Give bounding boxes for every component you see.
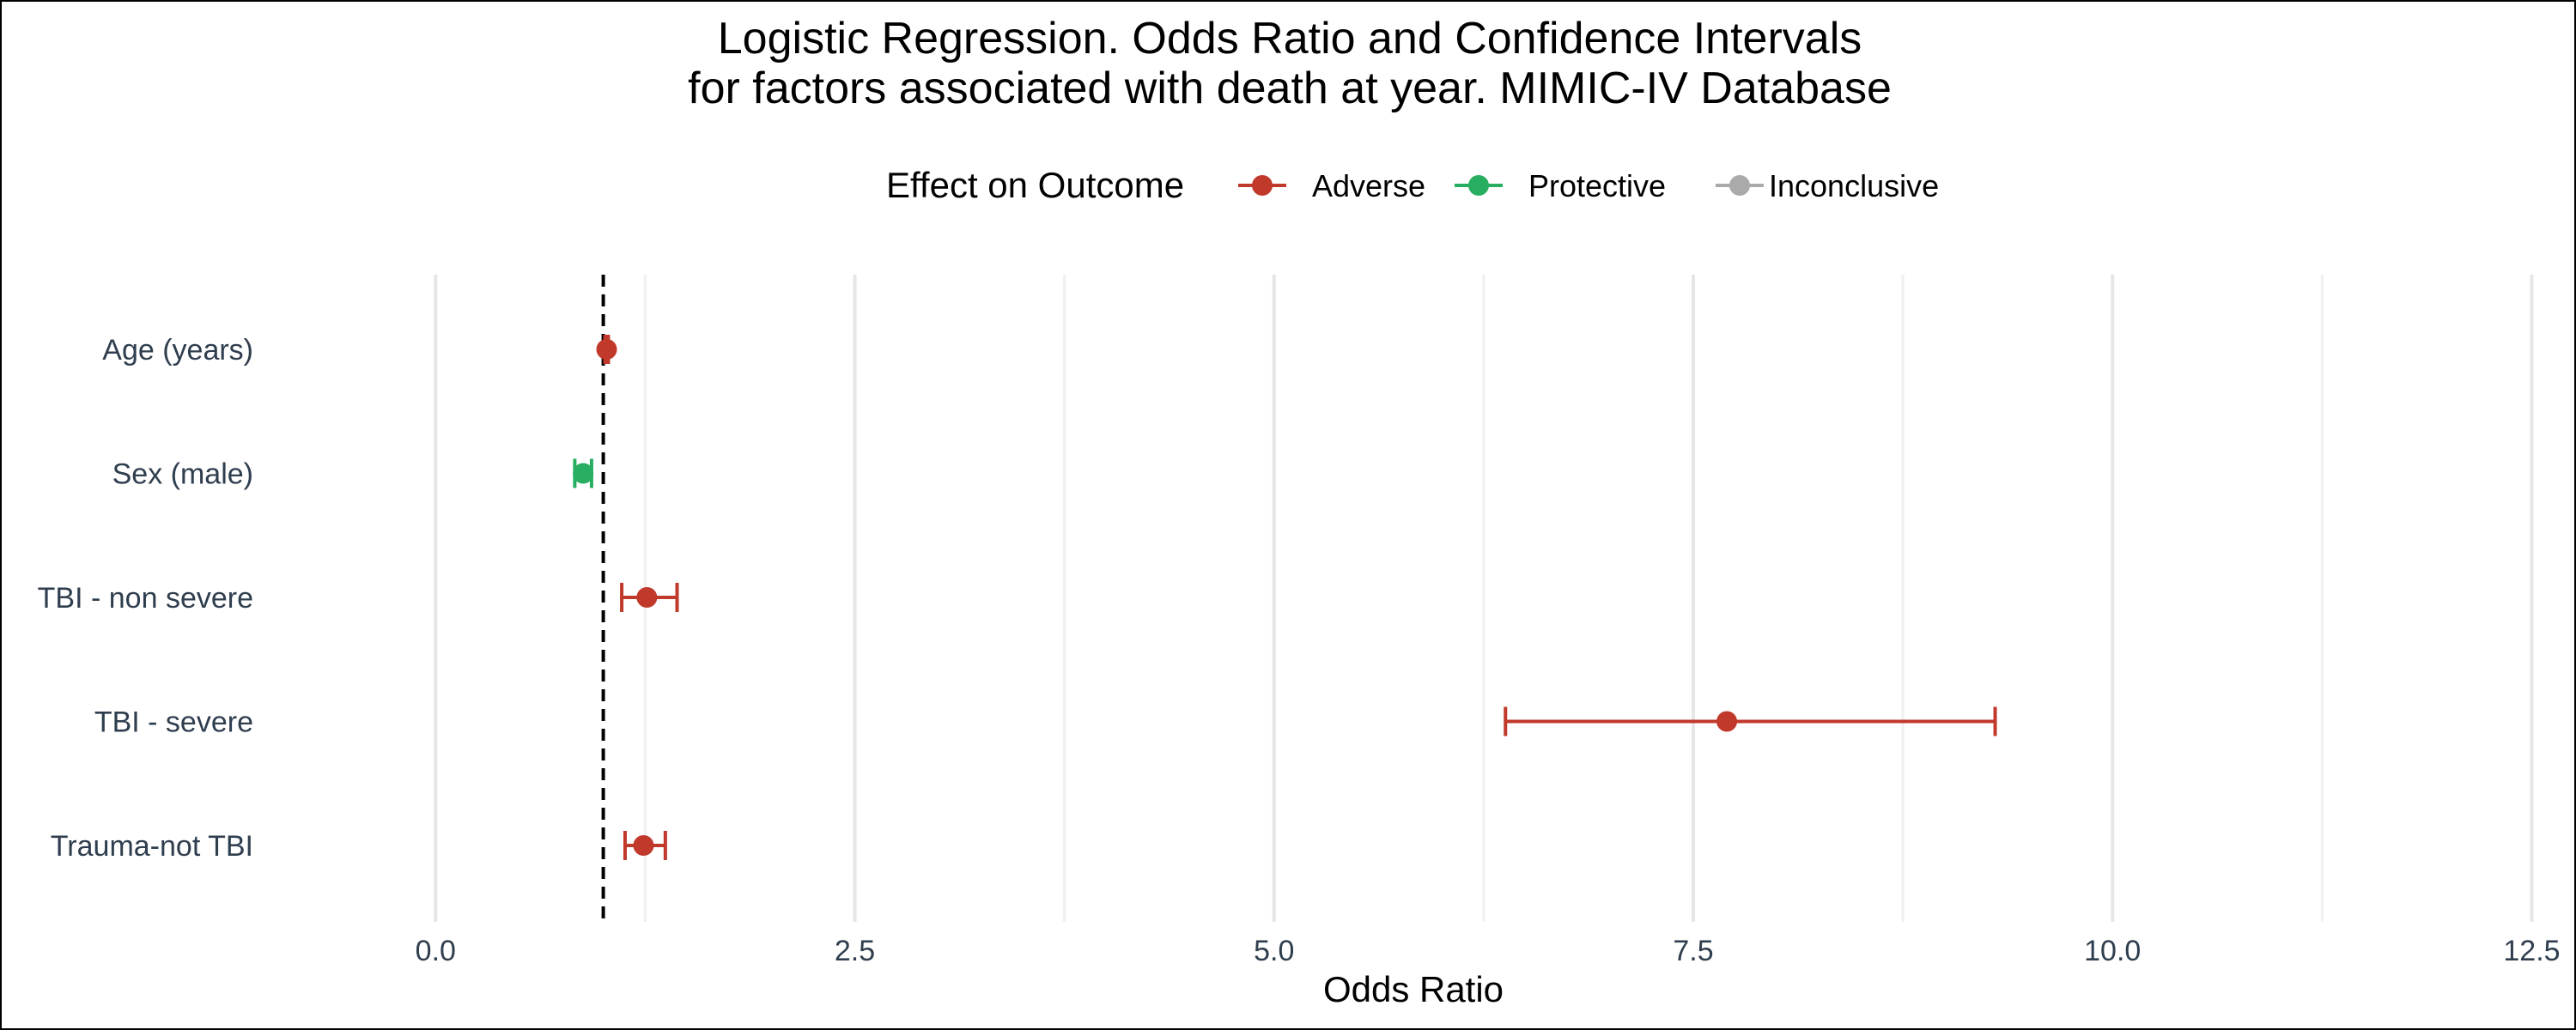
legend-entry-adverse: Adverse [1238,168,1425,203]
grid [434,275,2534,922]
legend-label-inconclusive: Inconclusive [1769,168,1939,203]
x-axis-tick-label: 5.0 [1254,935,1294,967]
y-axis-label: TBI - severe [94,706,253,739]
legend-entry-protective: Protective [1455,168,1666,203]
odds-ratio-point [1716,711,1738,732]
chart-title-line-1: Logistic Regression. Odds Ratio and Conf… [718,14,1862,64]
odds-ratio-point [633,835,654,856]
odds-ratio-point [573,463,594,484]
x-axis-tick-label: 0.0 [416,935,456,967]
legend-key-point-protective [1468,175,1489,196]
odds-ratio-point [596,339,617,360]
x-axis-tick-label: 7.5 [1673,935,1713,967]
legend-key-point-inconclusive [1729,175,1750,196]
odds-ratio-points [573,339,1738,856]
y-axis-label: Sex (male) [112,458,253,491]
chart-title-line-2: for factors associated with death at yea… [688,64,1892,113]
x-axis-title: Odds Ratio [1323,969,1504,1009]
x-axis-tick-label: 2.5 [835,935,875,967]
legend-key-point-adverse [1252,175,1273,196]
y-axis-label: Trauma-not TBI [51,830,253,863]
x-axis-tick-label: 12.5 [2503,935,2560,967]
legend: Effect on Outcome Adverse Protective Inc… [886,165,1939,205]
odds-ratio-point [636,587,658,608]
confidence-intervals [573,335,1997,860]
x-axis-tick-label: 10.0 [2084,935,2141,967]
legend-label-adverse: Adverse [1312,168,1425,203]
legend-label-protective: Protective [1528,168,1666,203]
y-axis-labels: Age (years) Sex (male) TBI - non severe TBI… [38,334,253,863]
legend-title: Effect on Outcome [886,165,1184,205]
y-axis-label: Age (years) [102,334,253,367]
legend-entry-inconclusive: Inconclusive [1716,168,1939,203]
x-axis-tick-labels: 0.0 2.5 5.0 7.5 10.0 12.5 [416,935,2561,967]
y-axis-label: TBI - non severe [38,582,253,615]
